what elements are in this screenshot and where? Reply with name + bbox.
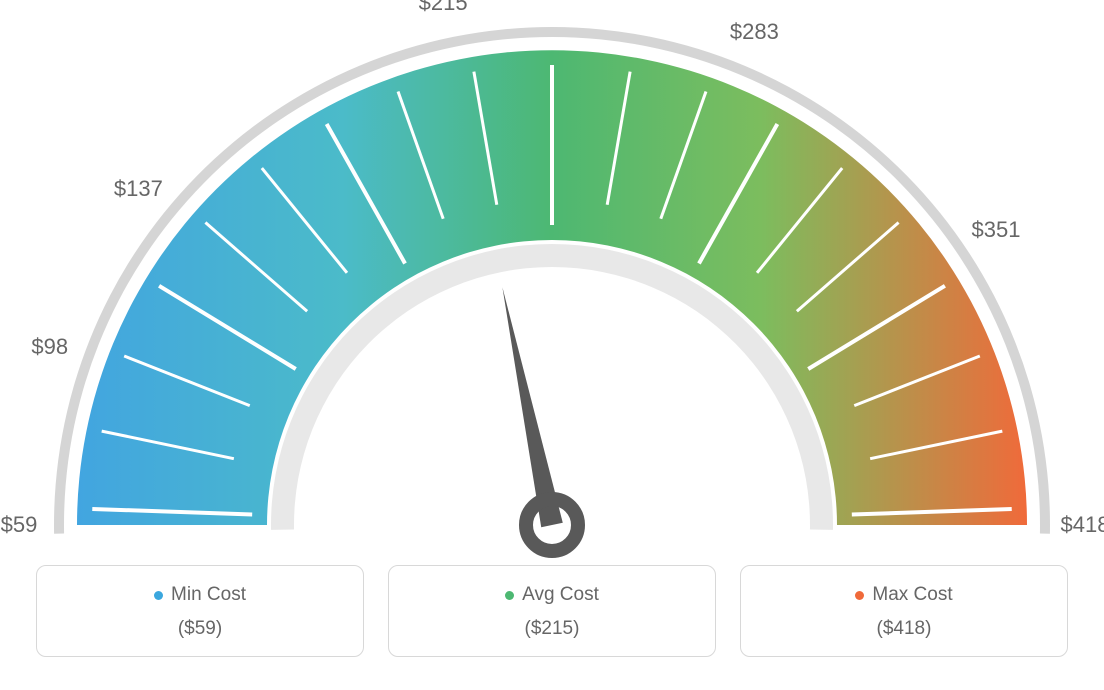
cost-gauge-chart: $59 $98 $137 $215 $283 $351 $418: [0, 0, 1104, 560]
gauge-tick-label: $351: [971, 217, 1020, 243]
gauge-tick-label: $137: [114, 176, 163, 202]
gauge-tick-label: $215: [419, 0, 468, 16]
legend-label-min: Min Cost: [171, 584, 246, 606]
legend-label-avg: Avg Cost: [522, 584, 599, 606]
gauge-labels: $59 $98 $137 $215 $283 $351 $418: [0, 0, 1104, 560]
gauge-tick-label: $418: [1061, 512, 1104, 538]
legend-row: Min Cost ($59) Avg Cost ($215) Max Cost …: [0, 565, 1104, 657]
legend-value-avg: ($215): [389, 618, 715, 640]
legend-card-max: Max Cost ($418): [740, 565, 1068, 657]
legend-card-min: Min Cost ($59): [36, 565, 364, 657]
gauge-tick-label: $59: [1, 512, 38, 538]
legend-value-min: ($59): [37, 618, 363, 640]
legend-dot-max: [855, 591, 864, 600]
legend-dot-min: [154, 591, 163, 600]
legend-label-max: Max Cost: [872, 584, 952, 606]
legend-value-max: ($418): [741, 618, 1067, 640]
gauge-tick-label: $283: [730, 19, 779, 45]
gauge-tick-label: $98: [31, 334, 68, 360]
legend-card-avg: Avg Cost ($215): [388, 565, 716, 657]
legend-dot-avg: [505, 591, 514, 600]
